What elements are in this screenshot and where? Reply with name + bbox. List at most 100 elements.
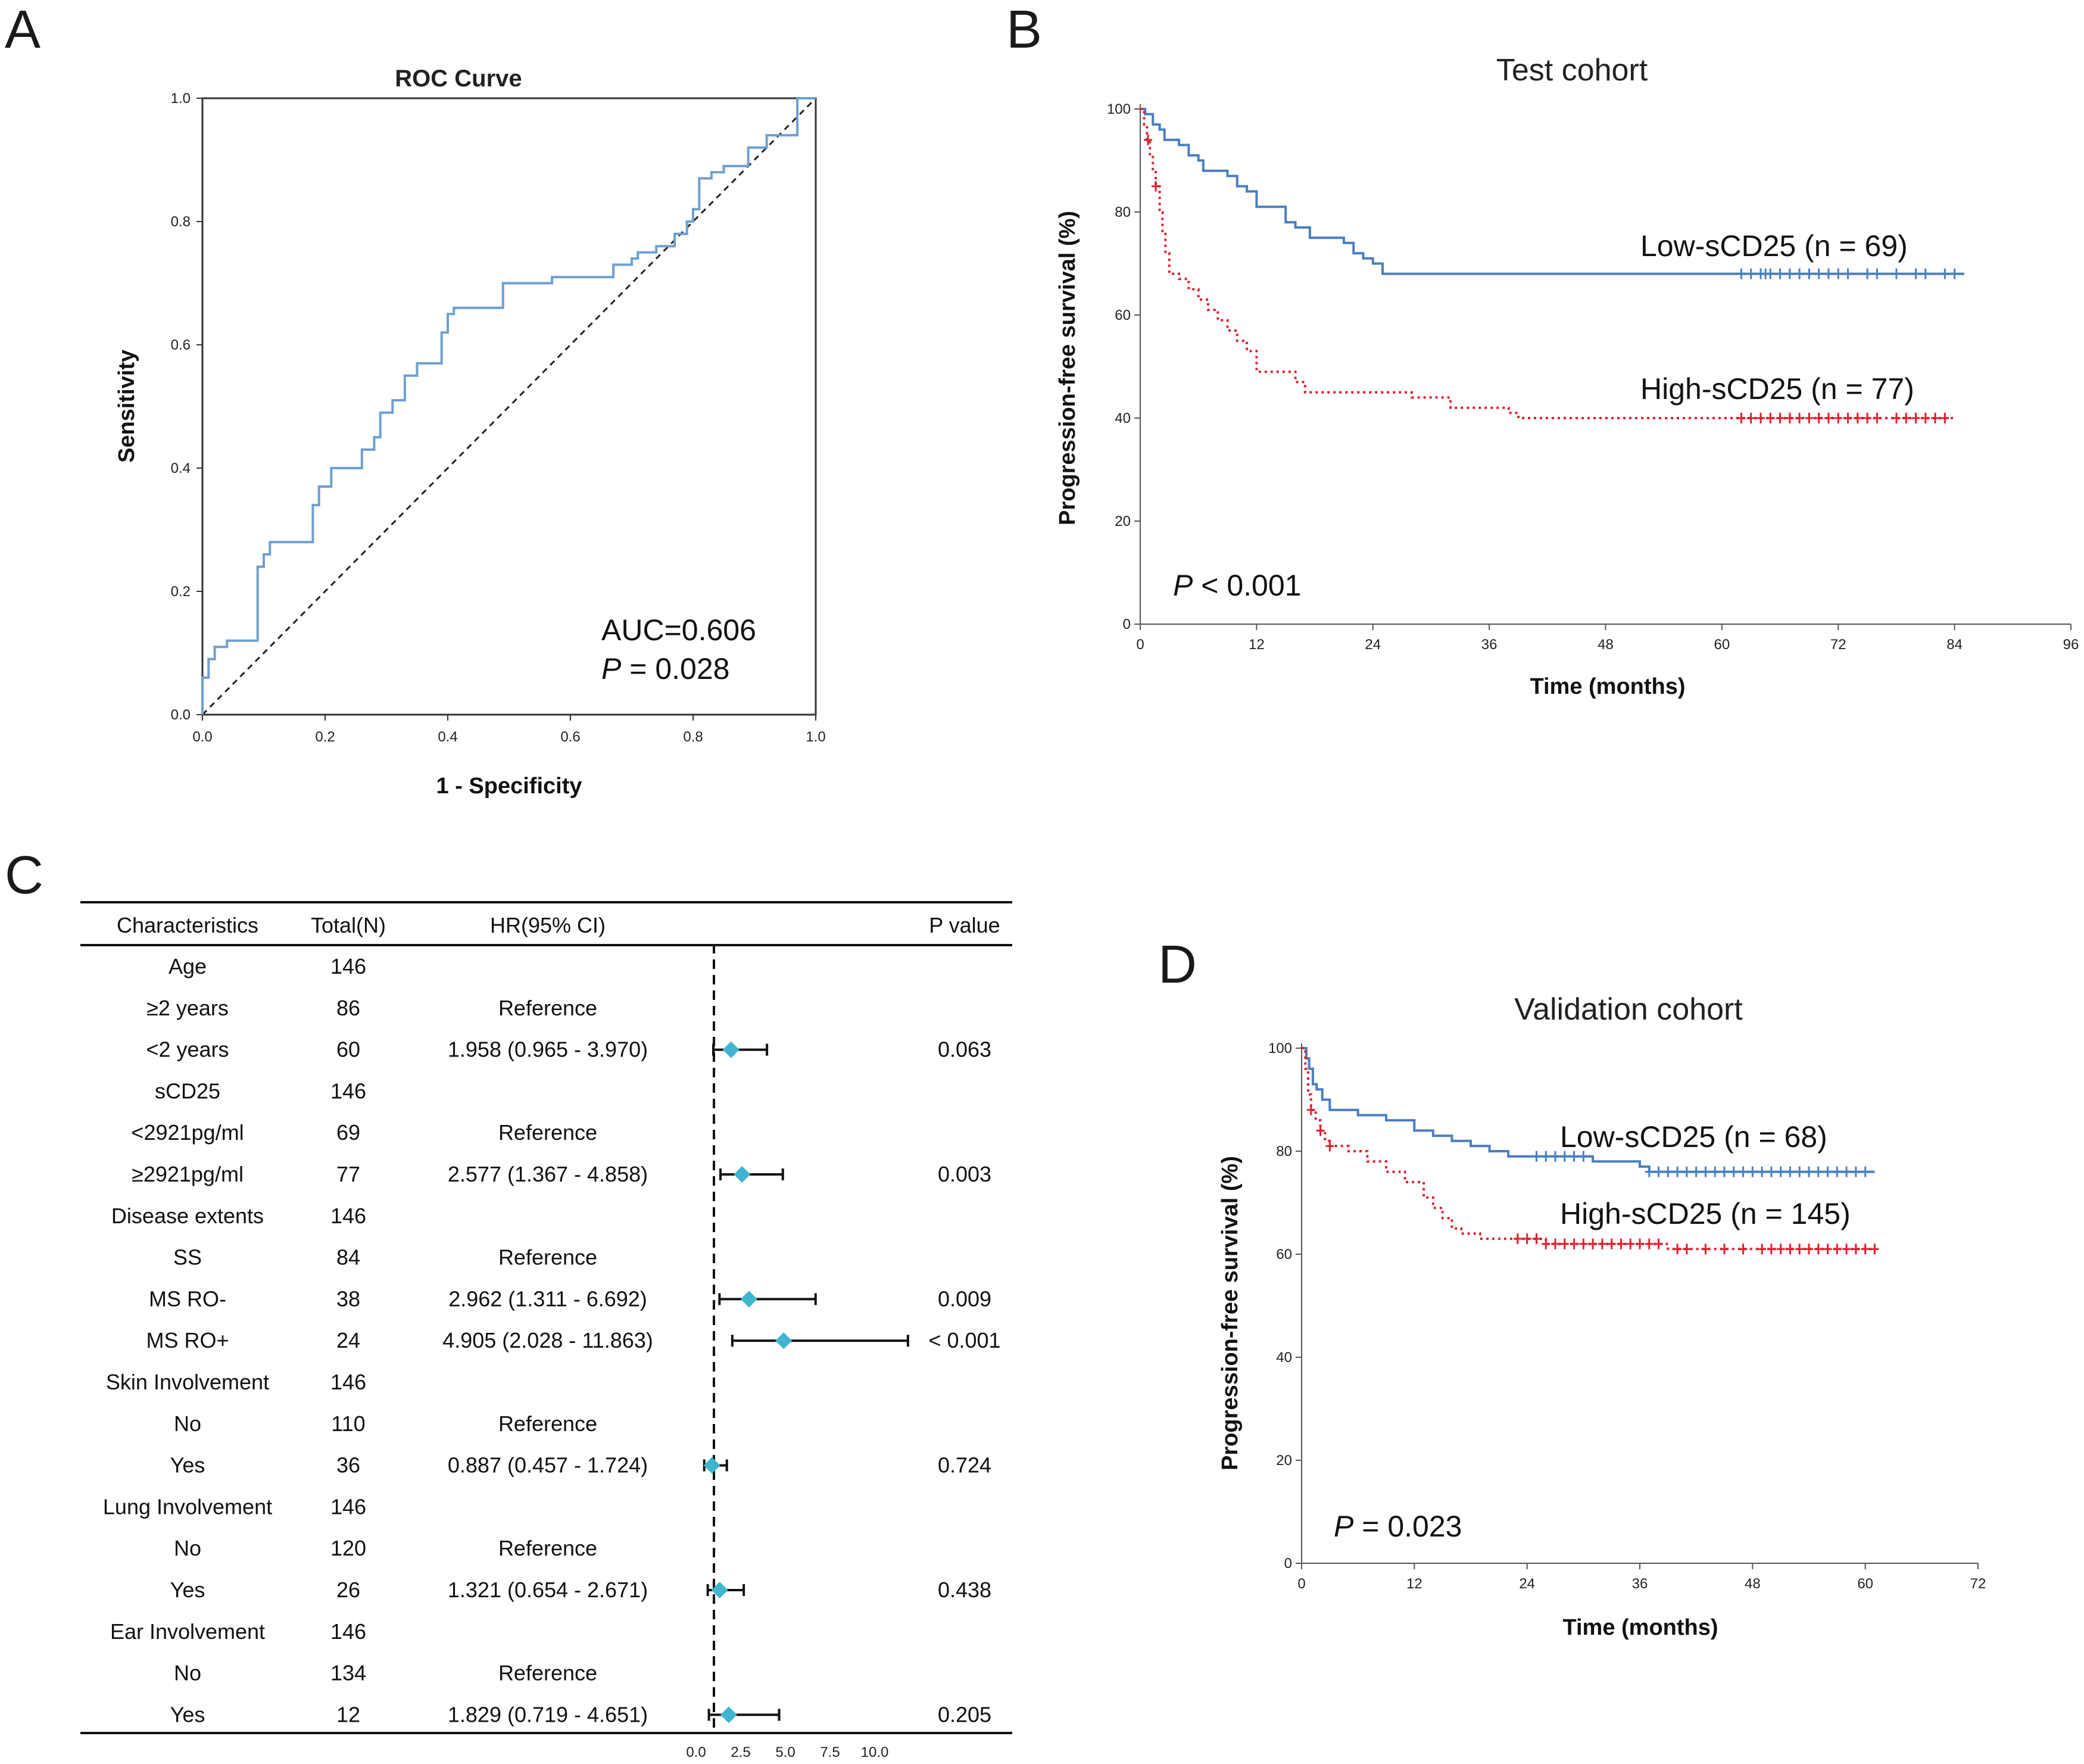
row-label: Yes bbox=[170, 1702, 205, 1726]
km-val-p-value: P = 0.023 bbox=[1334, 1510, 1462, 1543]
forest-axis-tick: 10.0 bbox=[861, 1744, 889, 1760]
km-test-axes: 0 12 24 36 48 60 72 84 96 0 20 40 60 80 100 bbox=[1107, 101, 2079, 653]
row-label: <2921pg/ml bbox=[131, 1120, 244, 1145]
row-total: 69 bbox=[336, 1120, 360, 1145]
km-test-x-tick-label: 0 bbox=[1136, 637, 1144, 653]
km-test-low-legend: Low-sCD25 (n = 69) bbox=[1640, 229, 1908, 263]
row-p-value: 0.003 bbox=[938, 1162, 991, 1186]
row-total: 26 bbox=[336, 1578, 360, 1602]
km-val-x-tick-label: 48 bbox=[1745, 1576, 1761, 1592]
km-test-x-tick-label: 24 bbox=[1365, 637, 1381, 653]
km-val-axes: 0 12 24 36 48 60 72 0 20 40 60 80 100 bbox=[1268, 1040, 1986, 1592]
roc-x-tick-label: 0.4 bbox=[438, 729, 457, 745]
row-label: No bbox=[174, 1661, 201, 1685]
roc-x-tick-label: 0.0 bbox=[192, 729, 212, 745]
roc-curve bbox=[201, 97, 816, 715]
km-validation-panel: D Validation cohort 0 12 24 36 48 60 72 0 20 40 60… bbox=[1158, 935, 1986, 1640]
km-test-x-tick-label: 96 bbox=[2063, 637, 2079, 653]
roc-y-tick-label: 1.0 bbox=[171, 91, 191, 107]
km-val-y-tick-label: 60 bbox=[1276, 1246, 1292, 1263]
km-test-low-curve bbox=[1140, 108, 1964, 275]
km-test-y-tick-label: 60 bbox=[1115, 307, 1131, 323]
km-val-low-curve bbox=[1302, 1047, 1875, 1173]
roc-p-italic: P bbox=[601, 652, 622, 685]
row-total: 134 bbox=[330, 1661, 366, 1685]
forest-panel: C Characteristics Total(N) HR(95% CI) P … bbox=[5, 846, 1012, 1760]
row-label: sCD25 bbox=[155, 1079, 220, 1103]
row-hr: 0.887 (0.457 - 1.724) bbox=[448, 1453, 648, 1478]
km-val-low-legend: Low-sCD25 (n = 68) bbox=[1560, 1120, 1827, 1154]
km-test-x-tick-label: 84 bbox=[1946, 637, 1963, 653]
roc-ticks: 0.00.0 0.2 0.2 0.4 0.4 0.6 0.6 0.8 0.8 1.0 1.0 bbox=[171, 91, 826, 745]
row-label: Ear Involvement bbox=[110, 1619, 265, 1644]
row-label: Yes bbox=[170, 1578, 205, 1602]
km-test-y-tick-label: 40 bbox=[1115, 410, 1131, 426]
row-hr: Reference bbox=[498, 996, 597, 1020]
forest-axis-tick: 2.5 bbox=[731, 1744, 750, 1760]
row-hr: Reference bbox=[498, 1411, 597, 1436]
forest-hr-diamond bbox=[711, 1582, 728, 1598]
row-total: 36 bbox=[336, 1453, 360, 1478]
forest-marks bbox=[703, 1041, 909, 1724]
row-label: Disease extents bbox=[111, 1204, 264, 1228]
km-test-x-tick-label: 60 bbox=[1714, 637, 1730, 653]
row-p-value: 0.205 bbox=[938, 1702, 991, 1726]
km-test-high-legend: High-sCD25 (n = 77) bbox=[1640, 372, 1914, 406]
km-test-y-tick-label: 0 bbox=[1123, 616, 1131, 632]
km-test-p-value: P < 0.001 bbox=[1173, 569, 1301, 602]
km-test-x-tick-label: 72 bbox=[1830, 637, 1846, 653]
forest-hr-diamond bbox=[703, 1457, 720, 1474]
km-val-x-tick-label: 36 bbox=[1632, 1576, 1648, 1592]
row-label: Yes bbox=[170, 1453, 205, 1478]
row-total: 38 bbox=[336, 1286, 360, 1311]
row-total: 146 bbox=[330, 1079, 366, 1103]
forest-hr-diamond bbox=[740, 1291, 757, 1308]
km-val-y-tick-label: 40 bbox=[1276, 1350, 1292, 1366]
row-total: 120 bbox=[330, 1536, 366, 1560]
row-total: 110 bbox=[331, 1411, 365, 1436]
forest-axis-tick: 7.5 bbox=[820, 1744, 840, 1760]
row-total: 84 bbox=[336, 1245, 360, 1270]
roc-y-tick-label: 0.6 bbox=[171, 337, 191, 353]
row-total: 24 bbox=[336, 1328, 360, 1352]
km-test-panel: B Test cohort 0 12 24 36 48 60 72 84 96 0 20 40 60 80… bbox=[1006, 0, 2079, 699]
row-p-value: 0.438 bbox=[938, 1578, 991, 1602]
header-hr: HR(95% CI) bbox=[490, 913, 606, 937]
km-val-high-legend: High-sCD25 (n = 145) bbox=[1560, 1197, 1851, 1230]
km-test-censor-marks bbox=[1144, 134, 1959, 423]
forest-hr-diamond bbox=[722, 1041, 740, 1058]
roc-y-tick-label: 0.2 bbox=[171, 584, 191, 600]
row-hr: 4.905 (2.028 - 11.863) bbox=[442, 1328, 653, 1352]
row-total: 146 bbox=[330, 1204, 366, 1228]
km-test-y-axis-label: Progression-free survival (%) bbox=[1055, 211, 1080, 525]
roc-p-value: P = 0.028 bbox=[601, 652, 729, 685]
roc-auc-text: AUC=0.606 bbox=[601, 613, 756, 647]
row-hr: Reference bbox=[498, 1536, 597, 1560]
km-val-x-tick-label: 24 bbox=[1519, 1576, 1535, 1592]
roc-x-tick-label: 0.8 bbox=[683, 729, 703, 745]
roc-reference-line bbox=[201, 97, 817, 716]
row-hr: 2.577 (1.367 - 4.858) bbox=[448, 1162, 648, 1186]
km-test-x-axis-label: Time (months) bbox=[1530, 674, 1685, 699]
roc-y-tick-label: 0.4 bbox=[171, 460, 191, 476]
row-p-value: 0.724 bbox=[938, 1453, 991, 1478]
row-total: 77 bbox=[336, 1162, 360, 1186]
row-total: 146 bbox=[330, 1370, 366, 1394]
panel-label-a: A bbox=[5, 0, 40, 60]
row-label: ≥2921pg/ml bbox=[132, 1162, 244, 1186]
km-test-x-tick-label: 12 bbox=[1249, 637, 1265, 653]
header-characteristics: Characteristics bbox=[117, 913, 258, 937]
km-test-y-tick-label: 100 bbox=[1107, 101, 1131, 117]
km-val-p-italic: P bbox=[1334, 1510, 1354, 1543]
roc-y-axis-label: Sensitivity bbox=[114, 350, 139, 463]
km-test-high-curve bbox=[1140, 108, 1955, 419]
row-label: Lung Involvement bbox=[103, 1494, 272, 1519]
row-total: 86 bbox=[336, 996, 360, 1020]
km-test-x-tick-label: 36 bbox=[1481, 637, 1498, 653]
forest-hr-diamond bbox=[775, 1332, 793, 1350]
row-label: MS RO- bbox=[149, 1286, 226, 1311]
row-total: 146 bbox=[330, 1494, 366, 1519]
panel-label-c: C bbox=[5, 846, 43, 905]
row-total: 146 bbox=[330, 954, 366, 978]
